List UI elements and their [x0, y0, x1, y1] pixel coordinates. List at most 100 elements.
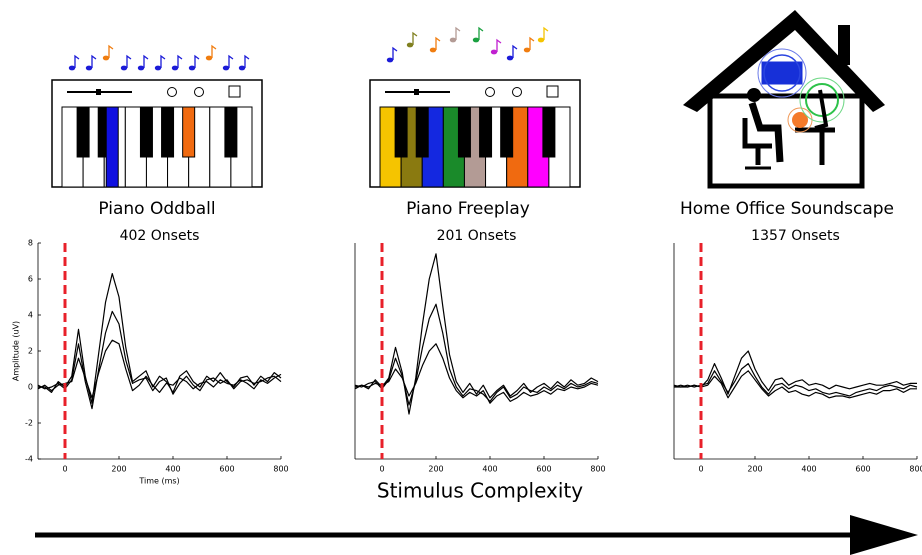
black-key — [139, 106, 153, 158]
house-illustration — [683, 10, 885, 189]
note-icon — [126, 54, 132, 68]
y-tick-label: 8 — [28, 239, 33, 248]
x-tick-label: 800 — [273, 465, 288, 474]
note-icon — [449, 37, 457, 43]
x-tick-label: 200 — [111, 465, 126, 474]
black-key — [394, 106, 408, 158]
note-icon — [188, 65, 196, 71]
y-tick-label: 2 — [28, 347, 33, 356]
x-tick-label: 800 — [909, 465, 922, 474]
note-icon — [85, 65, 93, 71]
black-key — [415, 106, 429, 158]
note-icon — [194, 54, 200, 68]
x-axis-label: Time (ms) — [138, 477, 179, 486]
panel-subtitle: 402 Onsets — [120, 228, 200, 244]
note-icon — [392, 46, 398, 60]
note-icon — [160, 54, 166, 68]
x-tick-label: 400 — [482, 465, 497, 474]
note-icon — [412, 31, 418, 45]
note-icon — [143, 54, 149, 68]
x-tick-label: 200 — [428, 465, 443, 474]
panel-subtitle: 1357 Onsets — [751, 228, 840, 244]
piano-button — [167, 87, 177, 97]
note-icon — [244, 54, 250, 68]
complexity-arrow — [35, 515, 918, 555]
piano-knob — [414, 89, 419, 95]
x-tick-label: 400 — [165, 465, 180, 474]
erp-trace — [673, 370, 917, 399]
note-icon — [205, 55, 213, 61]
x-tick-label: 600 — [855, 465, 870, 474]
note-icon — [455, 26, 461, 40]
note-icon — [490, 49, 498, 55]
note-icon — [512, 44, 518, 58]
erp-trace — [674, 363, 918, 397]
note-icon — [543, 26, 549, 40]
x-tick-label: 600 — [219, 465, 234, 474]
note-icon — [68, 65, 76, 71]
note-icon — [529, 36, 535, 50]
note-icon — [91, 54, 97, 68]
note-icon — [177, 54, 183, 68]
note-icon — [429, 47, 437, 53]
piano-button — [228, 85, 241, 98]
black-key — [542, 106, 556, 158]
x-tick-label: 0 — [379, 465, 384, 474]
piano-button — [546, 85, 559, 98]
erp-trace — [37, 339, 282, 399]
y-tick-label: 4 — [28, 311, 33, 320]
note-icon — [435, 36, 441, 50]
note-icon — [523, 47, 531, 53]
black-key — [224, 106, 238, 158]
note-icon — [386, 57, 394, 63]
x-tick-label: 600 — [536, 465, 551, 474]
y-tick-label: -2 — [25, 419, 33, 428]
y-tick-label: 0 — [28, 383, 33, 392]
piano-button — [485, 87, 495, 97]
black-key — [182, 106, 196, 158]
note-icon — [171, 65, 179, 71]
panel-title: Piano Oddball — [98, 199, 215, 219]
note-icon — [74, 54, 80, 68]
note-icon — [211, 44, 217, 58]
arrow-label: Stimulus Complexity — [377, 479, 583, 503]
x-tick-label: 0 — [698, 465, 703, 474]
y-axis-label: Amplitude (uV) — [12, 321, 21, 381]
x-tick-label: 800 — [590, 465, 605, 474]
erp-trace — [673, 350, 917, 395]
piano-knob — [96, 89, 101, 95]
black-key — [457, 106, 471, 158]
note-icon — [154, 65, 162, 71]
erp-trace — [354, 303, 599, 406]
x-tick-label: 0 — [62, 465, 67, 474]
note-icon — [137, 65, 145, 71]
black-key — [479, 106, 493, 158]
panel-title: Home Office Soundscape — [680, 199, 894, 219]
note-icon — [472, 37, 480, 43]
black-key — [500, 106, 514, 158]
note-icon — [537, 37, 545, 43]
note-icon — [478, 26, 484, 40]
note-icon — [108, 44, 114, 58]
erp-trace — [354, 343, 599, 404]
note-icon — [228, 54, 234, 68]
note-icon — [222, 65, 230, 71]
x-tick-label: 200 — [747, 465, 762, 474]
note-icon — [506, 55, 514, 61]
note-icon — [120, 65, 128, 71]
colored-key — [105, 106, 119, 188]
black-key — [76, 106, 90, 158]
x-tick-label: 400 — [801, 465, 816, 474]
note-icon — [238, 65, 246, 71]
note-icon — [496, 38, 502, 52]
y-tick-label: -4 — [25, 455, 33, 464]
piano-button — [194, 87, 204, 97]
y-tick-label: 6 — [28, 275, 33, 284]
note-icon — [102, 55, 110, 61]
note-icon — [406, 42, 414, 48]
black-key — [161, 106, 175, 158]
erp-trace — [354, 253, 599, 415]
panel-title: Piano Freeplay — [406, 199, 530, 219]
panel-subtitle: 201 Onsets — [437, 228, 517, 244]
